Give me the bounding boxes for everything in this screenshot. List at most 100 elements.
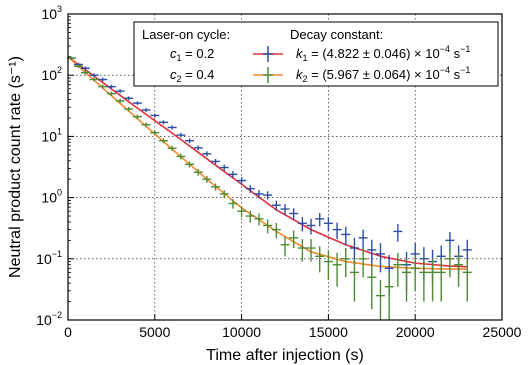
data-point-series-2 [332,252,342,287]
data-point-series-2 [297,239,307,262]
legend-marker-series-2 [253,67,283,83]
data-point-series-2 [211,183,221,191]
data-point-series-1 [332,222,342,240]
data-point-series-2 [289,230,299,249]
legend-decay-2: k2 = (5.967 ± 0.064) × 10−4 s−1 [296,65,470,84]
data-point-series-2 [445,248,455,278]
data-point-series-1 [315,213,325,227]
data-point-series-2 [176,153,186,160]
data-point-series-1 [185,138,195,144]
data-point-series-1 [341,226,351,246]
data-point-series-1 [106,84,116,89]
data-point-series-2 [341,248,351,278]
data-point-series-2 [315,246,325,273]
data-point-series-1 [367,239,377,267]
data-point-series-1 [202,151,212,157]
data-point-series-1 [228,171,238,178]
legend-cycle-2: c2 = 0.4 [170,67,214,84]
y-tick-label: 102 [41,65,62,83]
data-point-series-2 [306,239,316,262]
data-point-series-1 [375,243,385,273]
data-point-series-2 [462,258,472,302]
data-point-series-1 [124,96,134,101]
y-tick-label: 10−2 [36,310,62,328]
data-point-series-2 [280,236,290,257]
data-point-series-1 [263,191,273,200]
data-point-series-2 [428,258,438,302]
data-point-series-2 [80,70,90,75]
data-point-series-2 [141,122,151,128]
data-point-series-2 [167,145,177,151]
data-point-series-1 [132,101,142,106]
data-point-series-2 [367,263,377,310]
data-point-series-1 [158,120,168,125]
data-point-series-2 [419,258,429,302]
data-point-series-2 [124,107,134,112]
data-point-series-2 [193,169,203,176]
data-point-series-1 [115,89,125,94]
data-point-series-1 [323,217,333,232]
data-point-series-2 [454,252,464,287]
x-axis-label: Time after injection (s) [206,347,364,364]
data-point-series-2 [349,258,359,302]
data-point-series-2 [202,175,212,183]
data-point-series-1 [211,158,221,165]
data-point-series-2 [228,199,238,209]
legend-box [133,21,499,87]
data-point-series-1 [306,218,316,235]
data-point-series-2 [158,138,168,144]
data-point-series-1 [150,113,160,118]
y-axis-label: Neutral product count rate (s⁻¹) [7,56,24,278]
x-tick-label: 25000 [483,324,522,340]
legend: Laser-on cycle: Decay constant: c1 = 0.2… [133,21,499,87]
data-point-series-1 [141,108,151,113]
data-point-series-1 [289,208,299,221]
data-point-series-1 [89,73,99,78]
data-point-series-2 [323,250,333,281]
data-point-series-2 [436,258,446,302]
x-tick-label: 0 [64,324,72,340]
data-point-series-2 [384,272,394,320]
data-point-series-1 [271,200,281,211]
data-point-series-1 [219,164,229,171]
legend-marker-series-1 [253,46,283,62]
y-tick-label: 10−1 [36,249,62,267]
axis-ticks: 0 5000 10000 15000 20000 25000 10−2 10−1 100 101 1… [36,4,522,340]
data-point-series-1 [237,177,247,185]
data-point-series-1 [280,204,290,215]
data-point-series-2 [89,77,99,82]
data-point-series-2 [393,252,403,287]
data-point-series-2 [271,222,281,239]
data-point-series-1 [176,132,186,138]
legend-cycle-1: c1 = 0.2 [170,46,214,63]
data-point-series-1 [358,229,368,250]
data-point-series-2 [375,280,385,320]
data-point-series-2 [106,91,116,96]
x-tick-label: 5000 [139,324,170,340]
data-point-series-1 [245,185,255,193]
data-point-series-2 [263,219,273,234]
data-point-series-2 [185,161,195,168]
data-points [66,56,472,320]
y-tick-label: 103 [41,4,62,22]
legend-decay-1: k1 = (4.822 ± 0.046) × 10−4 s−1 [296,44,470,63]
data-point-series-2 [132,114,142,119]
legend-header-cycle: Laser-on cycle: [142,27,230,42]
data-point-series-2 [402,258,412,302]
x-tick-label: 20000 [396,324,435,340]
legend-header-decay: Decay constant: [290,27,383,42]
data-point-series-2 [358,248,368,278]
data-point-series-1 [254,190,264,199]
data-point-series-2 [98,84,108,89]
x-tick-label: 15000 [309,324,348,340]
data-point-series-2 [245,210,255,223]
data-point-series-2 [73,64,83,69]
data-point-series-1 [98,77,108,82]
data-point-series-2 [410,256,420,291]
data-point-series-2 [219,190,229,199]
data-point-series-2 [254,213,264,226]
data-point-series-1 [167,125,177,130]
data-point-series-2 [237,206,247,218]
x-tick-label: 10000 [222,324,261,340]
